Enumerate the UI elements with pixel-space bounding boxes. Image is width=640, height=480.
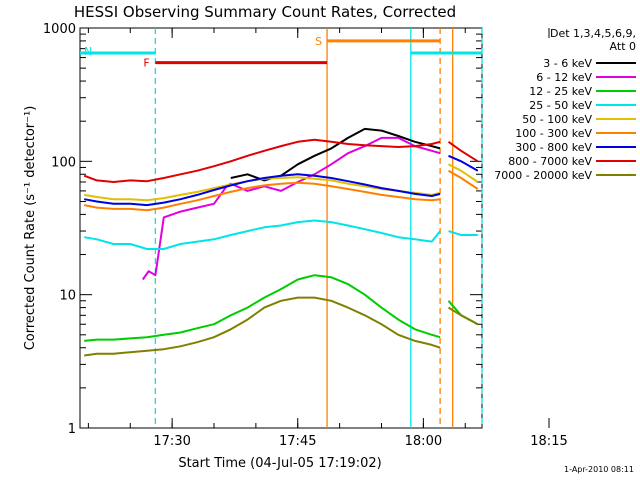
x-tick-label: 17:45 [279, 434, 316, 449]
series-line [84, 173, 441, 207]
footer-timestamp: 1-Apr-2010 08:11 [564, 465, 634, 474]
y-tick-label: 100 [51, 155, 76, 170]
series-lines [83, 127, 479, 357]
legend-entry: 800 - 7000 keV [508, 155, 592, 168]
x-tick-label: 18:15 [530, 434, 567, 449]
legend-entry: 12 - 25 keV [529, 85, 592, 98]
legend-entry: 7000 - 20000 keV [494, 169, 592, 182]
y-tick-labels: 1 10 100 1000 [43, 22, 76, 437]
legend-header: Att 0 [610, 40, 636, 53]
state-bars: N F S [80, 35, 482, 70]
series-line-post-gap [448, 230, 478, 236]
plot-frame [79, 27, 483, 429]
y-tick-label: 1 [68, 422, 76, 437]
y-axis-label: Corrected Count Rate (s⁻¹ detector⁻¹) [23, 106, 38, 351]
chart-title: HESSI Observing Summary Count Rates, Cor… [74, 3, 456, 21]
series-line [84, 219, 441, 250]
state-vlines [154, 28, 483, 428]
state-label: N [84, 45, 92, 58]
series-line-post-gap [448, 163, 479, 183]
series-line [84, 181, 441, 212]
legend-entry: 6 - 12 keV [536, 71, 592, 84]
legend-entry: 300 - 800 keV [515, 141, 592, 154]
series-line [230, 127, 441, 182]
x-axis-label: Start Time (04-Jul-05 17:19:02) [178, 456, 381, 471]
series-line [84, 274, 441, 342]
series-line [83, 138, 441, 183]
series-line-post-gap [447, 140, 479, 163]
series-line [141, 136, 441, 281]
series-line-post-gap [447, 169, 479, 190]
legend-header: Det 1,3,4,5,6,9, [550, 27, 636, 40]
legend-entry: 3 - 6 keV [543, 57, 592, 70]
series-line [84, 296, 441, 357]
x-tick-label: 17:30 [153, 434, 190, 449]
y-tick-label: 10 [59, 289, 76, 304]
axis-ticks [80, 27, 550, 429]
legend-entry: 25 - 50 keV [529, 99, 592, 112]
y-tick-label: 1000 [43, 22, 76, 37]
state-label: S [315, 35, 322, 48]
legend-entry: 50 - 100 keV [522, 113, 592, 126]
series-line-post-gap [447, 306, 479, 326]
legend-entry: 100 - 300 keV [515, 127, 592, 140]
x-tick-label: 18:00 [405, 434, 442, 449]
series-line-post-gap [448, 154, 479, 172]
state-label: F [143, 57, 149, 70]
